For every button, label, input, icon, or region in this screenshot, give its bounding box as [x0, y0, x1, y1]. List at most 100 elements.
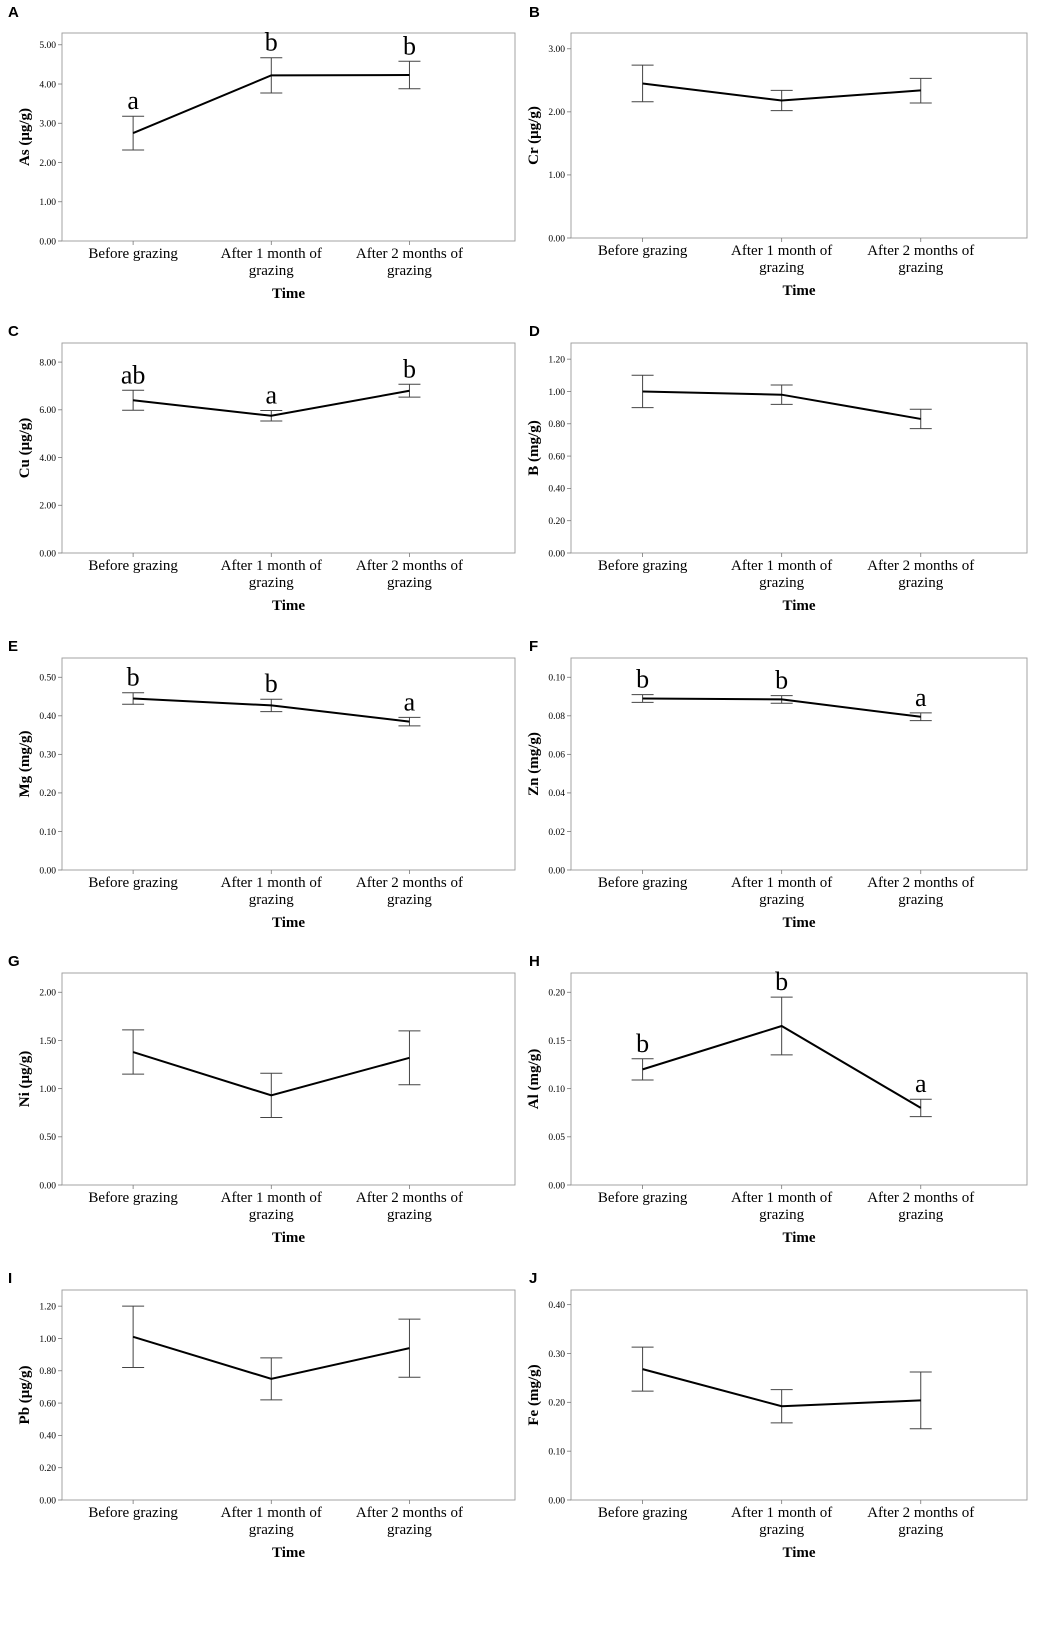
panel-label: J — [529, 1270, 537, 1287]
x-category-label: After 2 months of — [867, 1505, 974, 1521]
plot-frame — [570, 657, 1028, 871]
y-tick-label: 0.40 — [39, 712, 56, 722]
error-bar — [122, 1029, 145, 1075]
y-tick-label: 0.40 — [548, 1301, 565, 1311]
chart-panel-d: D 0.00 0.20 0.40 0.60 0.80 1.00 1.20 Before graz… — [526, 323, 1028, 614]
significance-letter: a — [404, 687, 416, 716]
y-tick-label: 4.00 — [39, 80, 56, 90]
x-axis-title: Time — [782, 915, 815, 931]
y-tick-label: 0.10 — [548, 1447, 565, 1457]
y-axis-title: Al (mg/g) — [526, 1049, 542, 1109]
x-axis-title: Time — [782, 1545, 815, 1561]
y-tick-label: 0.00 — [548, 866, 565, 876]
x-category-label: Before grazing — [598, 1190, 688, 1206]
y-axis-title: Cu (μg/g) — [17, 418, 33, 479]
y-tick-label: 0.00 — [39, 1496, 56, 1506]
y-tick-label: 0.02 — [548, 828, 565, 838]
x-category-label: After 2 months of — [867, 558, 974, 574]
x-axis-title: Time — [272, 1545, 305, 1561]
x-category-label: grazing — [249, 1207, 294, 1223]
plot-frame — [61, 972, 516, 1186]
y-tick-label: 3.00 — [39, 120, 56, 130]
x-category-label: grazing — [898, 892, 943, 908]
series-line — [132, 1051, 410, 1097]
y-tick-label: 1.00 — [39, 198, 56, 208]
y-tick-label: 2.00 — [39, 502, 56, 512]
y-axis-title: As (μg/g) — [17, 108, 33, 166]
y-axis-title: Mg (mg/g) — [17, 730, 33, 797]
x-category-label: grazing — [759, 575, 804, 591]
chart-panel-h: H 0.00 0.05 0.10 0.15 0.20 Before grazing After… — [526, 953, 1028, 1246]
plot-frame — [570, 1289, 1028, 1501]
panel-label: C — [8, 323, 19, 340]
x-axis-title: Time — [272, 286, 305, 302]
plot-frame — [61, 657, 516, 871]
significance-letter: b — [265, 669, 278, 698]
series-line — [133, 389, 410, 417]
y-tick-label: 0.10 — [39, 828, 56, 838]
series-line — [133, 697, 410, 723]
x-category-label: grazing — [387, 1522, 432, 1538]
y-tick-label: 0.06 — [548, 751, 565, 761]
y-tick-label: 0.04 — [548, 789, 565, 799]
x-category-label: After 1 month of — [221, 558, 322, 574]
x-category-label: grazing — [898, 1207, 943, 1223]
y-tick-label: 0.80 — [39, 1367, 56, 1377]
significance-letter: b — [403, 354, 416, 383]
y-tick-label: 0.80 — [548, 420, 565, 430]
y-tick-label: 0.10 — [548, 674, 565, 684]
x-category-label: grazing — [759, 892, 804, 908]
y-tick-label: 0.20 — [548, 517, 565, 527]
x-category-label: After 2 months of — [867, 875, 974, 891]
x-category-label: grazing — [759, 260, 804, 276]
x-axis-title: Time — [272, 915, 305, 931]
x-category-label: After 1 month of — [731, 243, 832, 259]
panel-label: I — [8, 1270, 12, 1287]
x-category-label: Before grazing — [88, 1190, 178, 1206]
plot-frame — [61, 32, 516, 242]
x-category-label: grazing — [249, 575, 294, 591]
panel-label: A — [8, 4, 19, 21]
x-axis-title: Time — [782, 598, 815, 614]
chart-panel-e: E 0.00 0.10 0.20 0.30 0.40 0.50 Before grazing A… — [8, 638, 516, 931]
y-tick-label: 1.00 — [39, 1335, 56, 1345]
y-tick-label: 0.00 — [548, 1181, 565, 1191]
y-tick-label: 6.00 — [39, 406, 56, 416]
x-category-label: grazing — [387, 892, 432, 908]
x-category-label: Before grazing — [88, 1505, 178, 1521]
y-axis-title: B (mg/g) — [526, 420, 542, 475]
y-axis-title: Zn (mg/g) — [526, 732, 542, 796]
x-category-label: grazing — [898, 575, 943, 591]
y-tick-label: 0.20 — [548, 989, 565, 999]
chart-panel-a: A 0.00 1.00 2.00 3.00 4.00 5.00 Before grazing A… — [8, 4, 516, 302]
significance-letter: b — [636, 1029, 649, 1058]
y-tick-label: 0.20 — [39, 1464, 56, 1474]
y-tick-label: 0.60 — [548, 452, 565, 462]
y-axis-title: Fe (mg/g) — [526, 1364, 542, 1425]
x-axis-title: Time — [782, 1230, 815, 1246]
chart-panel-g: G 0.00 0.50 1.00 1.50 2.00 Before grazing After… — [8, 953, 516, 1246]
panel-label: G — [8, 953, 20, 970]
plot-frame — [570, 342, 1028, 554]
y-tick-label: 0.50 — [39, 1133, 56, 1143]
plot-frame — [61, 342, 516, 554]
y-tick-label: 0.10 — [548, 1085, 565, 1095]
x-category-label: Before grazing — [88, 875, 178, 891]
x-category-label: grazing — [387, 575, 432, 591]
x-category-label: grazing — [387, 263, 432, 279]
significance-letter: b — [775, 967, 788, 996]
x-category-label: After 2 months of — [356, 875, 463, 891]
x-category-label: After 2 months of — [867, 1190, 974, 1206]
y-tick-label: 4.00 — [39, 454, 56, 464]
error-bar — [631, 64, 654, 103]
x-category-label: grazing — [759, 1207, 804, 1223]
y-tick-label: 0.00 — [548, 549, 565, 559]
significance-letter: b — [775, 666, 788, 695]
chart-panel-i: I 0.00 0.20 0.40 0.60 0.80 1.00 1.20 Before graz… — [8, 1270, 516, 1561]
significance-letter: b — [636, 665, 649, 694]
series-line — [642, 82, 921, 102]
y-axis-title: Pb (μg/g) — [17, 1366, 33, 1425]
x-axis-title: Time — [272, 598, 305, 614]
y-tick-label: 3.00 — [548, 45, 565, 55]
